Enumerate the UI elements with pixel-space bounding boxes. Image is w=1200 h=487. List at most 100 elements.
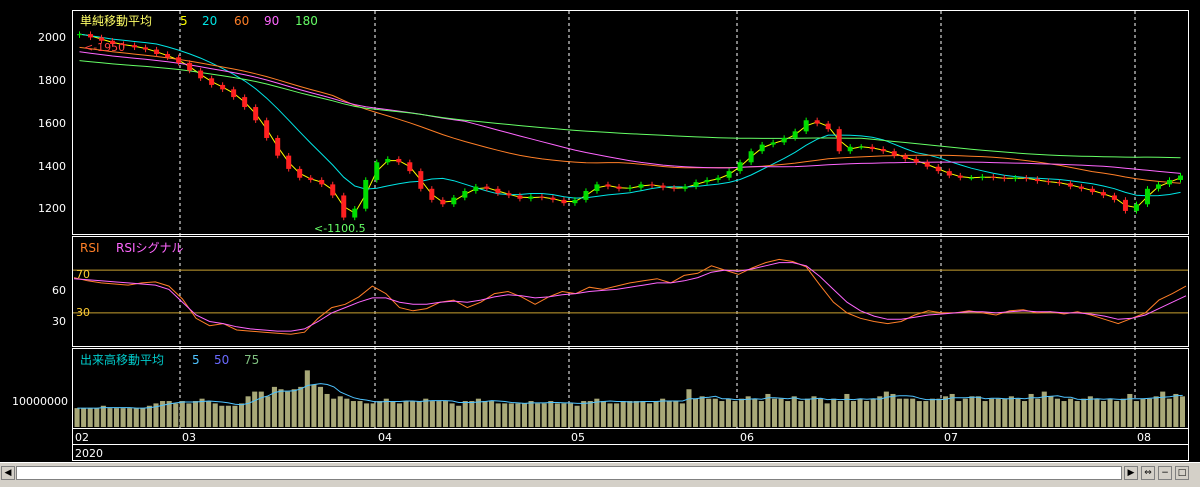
volume-bar: [699, 396, 705, 427]
ma-20-line: [79, 33, 1181, 199]
volume-bar: [785, 401, 791, 427]
candle-body: [1089, 188, 1095, 193]
candle-body: [385, 158, 391, 163]
volume-bar: [554, 403, 560, 427]
volume-bar: [857, 398, 863, 427]
volume-bar: [1094, 398, 1100, 427]
volume-bar: [357, 401, 363, 427]
vol-ma50-label: 50: [214, 353, 229, 367]
volume-bar: [528, 401, 534, 427]
volume-bar: [502, 403, 508, 427]
volume-bar: [1087, 396, 1093, 427]
candle-body: [583, 191, 589, 200]
candle-body: [352, 208, 358, 218]
volume-bar: [508, 403, 514, 427]
volume-bar: [1127, 393, 1133, 427]
horizontal-scrollbar[interactable]: ◀ ▶ ⇔ − □: [0, 462, 1200, 487]
candle-body: [363, 179, 369, 209]
candle-body: [110, 40, 116, 45]
volume-bar: [252, 391, 258, 427]
volume-bar: [232, 405, 238, 427]
volume-bar: [693, 398, 699, 427]
price-panel-frame: [72, 10, 1189, 235]
candle-body: [1056, 182, 1062, 184]
candle-body: [286, 155, 292, 169]
candle-body: [165, 53, 171, 58]
volume-bar: [864, 401, 870, 427]
volume-bar: [245, 396, 251, 427]
candle-body: [902, 155, 908, 159]
volume-bar: [535, 403, 541, 427]
volume-bar: [962, 398, 968, 427]
candle-body: [737, 162, 743, 172]
month-label-04: 04: [378, 431, 392, 444]
volume-bar: [436, 401, 442, 427]
volume-bar: [390, 401, 396, 427]
volume-bar: [364, 403, 370, 427]
candle-body: [253, 107, 259, 121]
vol-ma5-label: 5: [192, 353, 200, 367]
scroll-jump-icon[interactable]: ⇔: [1141, 466, 1155, 480]
volume-bar: [127, 408, 133, 427]
volume-bar: [206, 401, 212, 427]
volume-bar: [574, 405, 580, 427]
candle-body: [88, 34, 94, 38]
year-label: 2020: [75, 447, 103, 460]
volume-bar: [1048, 396, 1054, 427]
candle-body: [418, 171, 424, 189]
volume-bar: [679, 403, 685, 427]
volume-bar: [278, 389, 284, 427]
zoom-out-icon[interactable]: −: [1158, 466, 1172, 480]
volume-bar: [916, 401, 922, 427]
candle-body: [341, 195, 347, 218]
price-y-tick-2000: 2000: [38, 31, 66, 44]
volume-bar: [890, 393, 896, 427]
volume-bar: [877, 396, 883, 427]
volume-bar: [94, 408, 100, 427]
volume-bar: [482, 401, 488, 427]
candle-body: [209, 78, 215, 85]
price-y-tick-1400: 1400: [38, 160, 66, 173]
volume-bar: [778, 398, 784, 427]
volume-bar: [186, 403, 192, 427]
volume-bar: [456, 405, 462, 427]
volume-bar: [732, 401, 738, 427]
candle-body: [220, 84, 226, 90]
candle-body: [396, 158, 402, 163]
zoom-reset-icon[interactable]: □: [1175, 466, 1189, 480]
volume-bar: [824, 403, 830, 427]
candle-body: [297, 168, 303, 178]
volume-bar: [1133, 401, 1139, 427]
volume-bar: [1147, 398, 1153, 427]
scroll-left-icon[interactable]: ◀: [1, 466, 15, 480]
candle-body: [869, 146, 875, 150]
rsi-level-70: 70: [76, 268, 90, 281]
ma20-label: 20: [202, 14, 217, 28]
volume-bar: [929, 398, 935, 427]
month-label-05: 05: [571, 431, 585, 444]
low-annotation: <-1100.5: [314, 222, 366, 235]
volume-bar: [469, 401, 475, 427]
volume-bar: [1015, 398, 1021, 427]
volume-bar: [607, 403, 613, 427]
volume-bar: [212, 403, 218, 427]
scroll-right-icon[interactable]: ▶: [1124, 466, 1138, 480]
candle-body: [517, 195, 523, 199]
candle-body: [1045, 181, 1051, 183]
candle-body: [946, 171, 952, 176]
volume-bar: [666, 401, 672, 427]
volume-bar: [317, 386, 324, 427]
volume-bar: [475, 398, 481, 427]
volume-bar: [87, 408, 93, 427]
volume-bar: [416, 401, 422, 427]
candle-body: [440, 199, 446, 205]
volume-bar: [541, 403, 547, 427]
scrollbar-track[interactable]: [16, 466, 1122, 480]
volume-bar: [923, 401, 929, 427]
month-label-07: 07: [944, 431, 958, 444]
volume-bar: [166, 401, 172, 427]
ma-90-line: [79, 51, 1181, 174]
rsi-level-30: 30: [76, 306, 90, 319]
candle-body: [330, 184, 336, 196]
volume-bar: [903, 398, 909, 427]
